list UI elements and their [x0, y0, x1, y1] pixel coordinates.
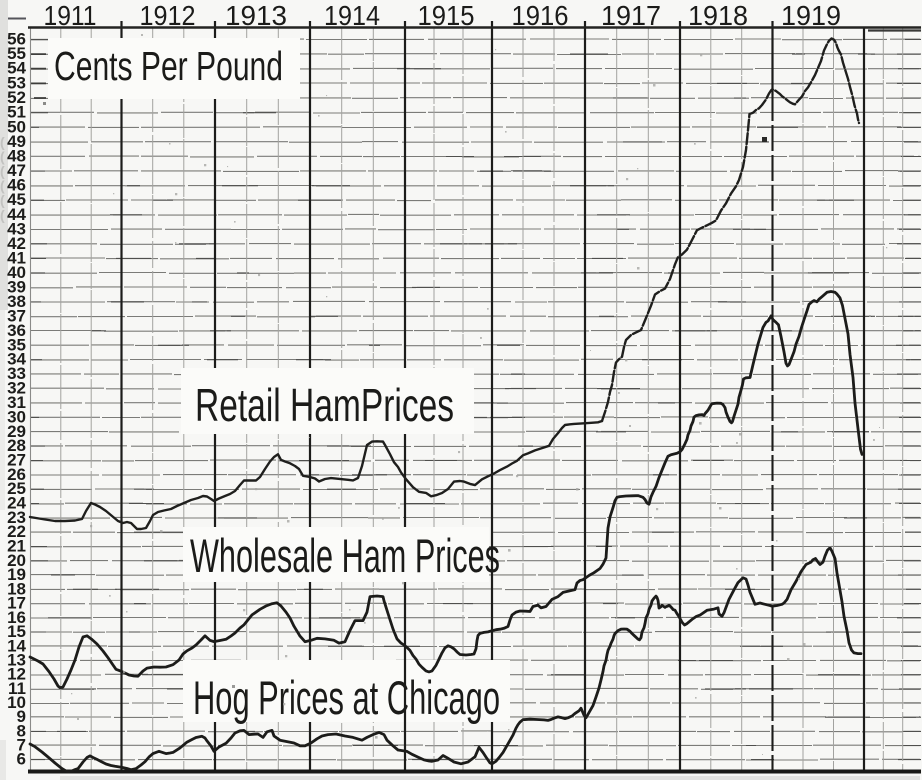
svg-text:36: 36 — [7, 321, 26, 340]
svg-text:9: 9 — [17, 707, 26, 726]
svg-text:24: 24 — [7, 494, 26, 513]
svg-text:30: 30 — [7, 407, 26, 426]
svg-text:8: 8 — [17, 721, 26, 740]
svg-text:12: 12 — [7, 665, 26, 684]
svg-text:11: 11 — [8, 679, 26, 698]
svg-text:48: 48 — [7, 147, 26, 166]
svg-text:45: 45 — [7, 190, 26, 209]
svg-text:15: 15 — [7, 622, 26, 641]
svg-text:14: 14 — [7, 636, 26, 655]
svg-text:1918: 1918 — [688, 0, 748, 31]
svg-text:18: 18 — [7, 579, 26, 598]
svg-text:28: 28 — [7, 436, 26, 455]
svg-text:41: 41 — [7, 248, 26, 267]
svg-text:(: ( — [0, 192, 5, 208]
svg-text:44: 44 — [7, 205, 26, 224]
svg-text:1915: 1915 — [418, 0, 475, 31]
svg-text:53: 53 — [7, 73, 26, 92]
svg-text:40: 40 — [7, 263, 26, 282]
svg-text:(: ( — [0, 149, 5, 165]
svg-text:43: 43 — [7, 219, 26, 238]
svg-text:47: 47 — [7, 161, 26, 180]
svg-text:34: 34 — [7, 350, 26, 369]
svg-text:(: ( — [0, 163, 5, 179]
svg-text:13: 13 — [7, 651, 26, 670]
svg-text:26: 26 — [7, 465, 26, 484]
svg-text:6: 6 — [17, 750, 26, 769]
svg-text:38: 38 — [7, 292, 26, 311]
svg-text:29: 29 — [7, 422, 26, 441]
svg-text:31: 31 — [7, 393, 26, 412]
svg-text:Hog Prices at Chicago: Hog Prices at Chicago — [193, 671, 500, 724]
svg-text:52: 52 — [7, 88, 26, 107]
svg-text:39: 39 — [7, 277, 26, 296]
svg-text:21: 21 — [7, 537, 26, 556]
svg-text:1914: 1914 — [324, 0, 380, 31]
svg-text:49: 49 — [7, 132, 26, 151]
svg-text:1913: 1913 — [225, 0, 287, 31]
svg-text:42: 42 — [7, 234, 26, 253]
svg-text:1917: 1917 — [601, 0, 661, 31]
svg-text:23: 23 — [7, 508, 26, 527]
svg-text:(: ( — [0, 207, 5, 223]
svg-text:37: 37 — [7, 306, 26, 325]
svg-text:1919: 1919 — [781, 0, 841, 31]
svg-text:16: 16 — [7, 608, 26, 627]
svg-text:1912: 1912 — [140, 0, 196, 31]
svg-text:Wholesale Ham Prices: Wholesale Ham Prices — [190, 529, 500, 582]
svg-text:Cents Per Pound: Cents Per Pound — [54, 43, 283, 89]
svg-text:46: 46 — [7, 176, 26, 195]
svg-text:7: 7 — [17, 736, 26, 755]
svg-text:56: 56 — [7, 29, 26, 48]
svg-text:22: 22 — [7, 522, 26, 541]
svg-text:1916: 1916 — [512, 0, 569, 31]
svg-text:54: 54 — [7, 59, 26, 78]
svg-text:1911: 1911 — [44, 0, 97, 31]
svg-text:35: 35 — [7, 335, 26, 354]
svg-text:25: 25 — [7, 479, 26, 498]
svg-text:32: 32 — [7, 379, 26, 398]
svg-text:10: 10 — [7, 693, 26, 712]
svg-text:50: 50 — [7, 117, 26, 136]
svg-text:27: 27 — [7, 451, 26, 470]
svg-text:55: 55 — [7, 44, 26, 63]
svg-text:20: 20 — [7, 551, 26, 570]
svg-text:17: 17 — [7, 594, 26, 613]
svg-text:Retail HamPrices: Retail HamPrices — [195, 379, 454, 431]
svg-text:33: 33 — [7, 364, 26, 383]
svg-text:(: ( — [0, 134, 5, 150]
svg-text:51: 51 — [7, 103, 26, 122]
svg-text:(: ( — [0, 178, 5, 194]
svg-text:19: 19 — [7, 565, 26, 584]
